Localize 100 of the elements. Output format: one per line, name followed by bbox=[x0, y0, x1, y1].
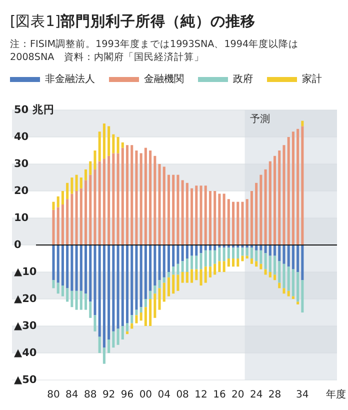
bar bbox=[149, 245, 152, 291]
bar bbox=[94, 169, 96, 245]
bar bbox=[52, 210, 55, 245]
bar bbox=[241, 202, 244, 245]
bar bbox=[274, 256, 276, 275]
bar bbox=[255, 245, 258, 250]
bar bbox=[102, 158, 106, 245]
bar bbox=[296, 302, 300, 304]
bar bbox=[84, 294, 88, 310]
bar bbox=[121, 148, 124, 245]
bar bbox=[190, 269, 194, 283]
bar bbox=[268, 256, 272, 272]
bar bbox=[172, 174, 175, 245]
bar bbox=[66, 245, 69, 288]
y-tick-label: 50 兆円 bbox=[14, 103, 54, 116]
bar bbox=[241, 248, 244, 256]
bar bbox=[301, 245, 304, 280]
bar bbox=[84, 245, 88, 294]
bar bbox=[255, 182, 258, 245]
bar bbox=[292, 296, 294, 299]
bar bbox=[282, 288, 286, 294]
bar bbox=[61, 191, 64, 204]
bar bbox=[250, 248, 253, 258]
bar bbox=[227, 199, 230, 245]
bar bbox=[181, 272, 184, 283]
bar bbox=[80, 188, 82, 245]
bar bbox=[214, 191, 216, 245]
bar bbox=[186, 182, 188, 245]
bar bbox=[162, 245, 166, 278]
bar bbox=[98, 245, 101, 337]
bar bbox=[158, 245, 161, 280]
bar bbox=[222, 194, 226, 245]
bar bbox=[130, 323, 134, 329]
bar bbox=[181, 180, 184, 245]
bar bbox=[112, 153, 115, 245]
bar bbox=[116, 328, 120, 345]
bar bbox=[218, 248, 221, 262]
bar bbox=[149, 150, 152, 245]
bar bbox=[126, 245, 129, 324]
bar bbox=[287, 245, 290, 267]
legend-label: 非金融法人 bbox=[44, 72, 95, 86]
bar bbox=[162, 277, 166, 283]
text: 注：FISIM調整前。1993年度までは1993SNA、1994年度以降は2008SNA 資料：内閣府「国民経済計算」 bbox=[10, 39, 299, 63]
bar bbox=[274, 274, 276, 280]
bar bbox=[287, 290, 290, 296]
x-tick-label: 24 bbox=[250, 390, 263, 400]
bar bbox=[66, 288, 69, 302]
bar bbox=[208, 250, 212, 267]
bar bbox=[108, 340, 110, 353]
x-tick-label: 04 bbox=[158, 390, 170, 400]
y-tick-label: 10 bbox=[14, 212, 29, 224]
bar bbox=[222, 261, 226, 272]
x-axis-title: 年度 bbox=[326, 388, 346, 400]
bar bbox=[144, 245, 147, 299]
bar bbox=[176, 264, 180, 275]
bar bbox=[140, 245, 142, 308]
bar bbox=[167, 272, 170, 278]
bar bbox=[186, 245, 188, 258]
legend-label: 家計 bbox=[301, 72, 322, 86]
bar bbox=[292, 269, 294, 296]
y-tick-label: 30 bbox=[14, 158, 29, 170]
bar bbox=[102, 348, 106, 364]
bar bbox=[172, 274, 175, 294]
bar bbox=[61, 286, 64, 296]
bar bbox=[278, 150, 281, 245]
bar bbox=[278, 245, 281, 262]
bar bbox=[56, 245, 60, 283]
bar bbox=[287, 266, 290, 291]
bar bbox=[80, 290, 82, 310]
bar bbox=[278, 261, 281, 283]
bar bbox=[61, 204, 64, 245]
bar bbox=[232, 248, 235, 258]
bar bbox=[112, 134, 115, 154]
bar bbox=[98, 132, 101, 162]
x-tick-label: 08 bbox=[176, 390, 189, 400]
bar bbox=[80, 245, 82, 291]
bar bbox=[172, 266, 175, 275]
bar bbox=[246, 256, 248, 258]
bar bbox=[70, 194, 74, 245]
bar bbox=[56, 207, 60, 245]
bar bbox=[66, 199, 69, 245]
bar bbox=[98, 336, 101, 353]
bar bbox=[214, 264, 216, 275]
bar bbox=[292, 245, 294, 270]
bar bbox=[149, 290, 152, 299]
bar bbox=[296, 128, 300, 245]
bar bbox=[154, 245, 156, 286]
bar bbox=[154, 286, 156, 294]
bar bbox=[130, 315, 134, 324]
band-label: 予測 bbox=[250, 113, 270, 125]
bar bbox=[250, 258, 253, 264]
bar bbox=[140, 312, 142, 321]
bar bbox=[227, 248, 230, 258]
bar bbox=[296, 272, 300, 302]
bar bbox=[140, 307, 142, 312]
bar bbox=[158, 280, 161, 288]
bar bbox=[75, 174, 78, 191]
bar bbox=[121, 245, 124, 326]
bar bbox=[292, 132, 294, 245]
bar bbox=[204, 186, 207, 245]
